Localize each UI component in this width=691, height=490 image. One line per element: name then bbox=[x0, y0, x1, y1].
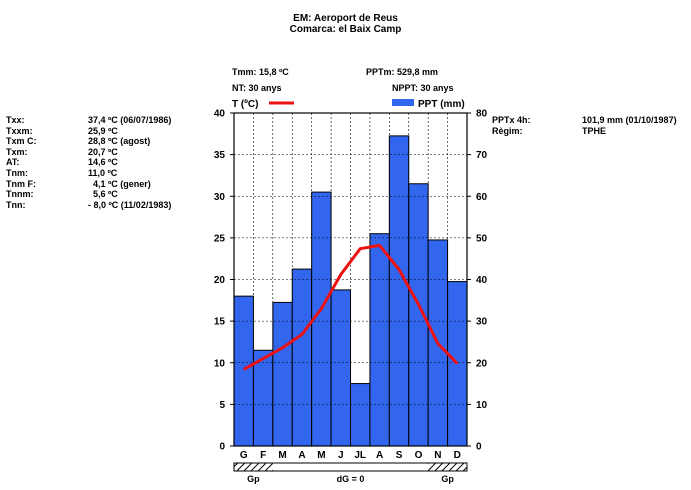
month-label: A bbox=[298, 450, 305, 461]
pptm-label: PPTm: 529,8 mm bbox=[366, 67, 439, 77]
right-tick-label: 0 bbox=[476, 442, 482, 453]
month-label: N bbox=[434, 450, 441, 461]
temp-stat-label: Txm: bbox=[6, 146, 28, 157]
ppt-bar bbox=[330, 289, 352, 447]
month-label: G bbox=[240, 450, 248, 461]
temp-stat-label: Txm C: bbox=[6, 136, 37, 147]
month-label: M bbox=[278, 450, 286, 461]
temp-stat-row: AT: 14,6 ºC bbox=[6, 157, 171, 168]
ppt-stat-label: Règim: bbox=[492, 125, 523, 136]
frost-band-hatch bbox=[234, 463, 254, 471]
left-tick-label: 5 bbox=[219, 400, 225, 411]
frost-band-hatch bbox=[253, 463, 273, 471]
left-tick-label: 25 bbox=[214, 233, 226, 244]
temp-stat-row: Tnm F: 4,1 ºC (gener) bbox=[6, 179, 171, 190]
ppt-stat-value: TPHE bbox=[582, 125, 607, 136]
comarca-title: Comarca: el Baix Camp bbox=[289, 24, 402, 35]
temperature-stats: Txx: 37,4 ºC (06/07/1986) Txxm: 25,9 ºC Txm … bbox=[6, 115, 171, 210]
frost-left-label: Gp bbox=[247, 474, 260, 484]
station-title: EM: Aeroport de Reus bbox=[293, 13, 398, 24]
precipitation-stats: PPTx 4h: 101,9 mm (01/10/1987) Règim: TPHE bbox=[492, 115, 677, 136]
ppt-bar bbox=[369, 233, 390, 447]
month-label: D bbox=[454, 450, 461, 461]
temp-stat-row: Tnm: 11,0 ºC bbox=[6, 168, 171, 179]
right-tick-label: 80 bbox=[476, 109, 488, 120]
ppt-bar bbox=[388, 135, 410, 447]
left-axis-label: T (ºC) bbox=[232, 99, 258, 110]
month-label: A bbox=[376, 450, 383, 461]
frost-band-hatch bbox=[447, 463, 467, 471]
temp-stat-label: Tnm: bbox=[6, 167, 28, 178]
left-tick-label: 20 bbox=[214, 275, 226, 286]
temp-stat-value: 20,7 ºC bbox=[88, 146, 118, 157]
temp-stat-value: 4,1 ºC (gener) bbox=[88, 178, 151, 189]
temp-stat-label: AT: bbox=[6, 157, 20, 168]
ppt-stat-row: Règim: TPHE bbox=[492, 126, 677, 137]
temp-stat-row: Txx: 37,4 ºC (06/07/1986) bbox=[6, 115, 171, 126]
month-label: J bbox=[338, 450, 344, 461]
ppt-stat-value: 101,9 mm (01/10/1987) bbox=[582, 115, 677, 125]
ppt-stat-row: PPTx 4h: 101,9 mm (01/10/1987) bbox=[492, 115, 677, 126]
month-label: M bbox=[317, 450, 325, 461]
left-tick-label: 30 bbox=[214, 192, 226, 203]
right-tick-label: 50 bbox=[476, 233, 488, 244]
month-label: JL bbox=[354, 450, 366, 461]
frost-band-hatch bbox=[428, 463, 448, 471]
temp-stat-value: 14,6 ºC bbox=[88, 157, 118, 168]
temp-stat-label: Txx: bbox=[6, 115, 25, 125]
left-tick-label: 10 bbox=[214, 358, 226, 369]
temp-stat-label: Tnn: bbox=[6, 199, 26, 210]
ppt-bar bbox=[447, 281, 468, 447]
frost-center-label: dG = 0 bbox=[337, 474, 365, 484]
temp-stat-label: Tnm F: bbox=[6, 178, 36, 189]
right-tick-label: 40 bbox=[476, 275, 488, 286]
temp-stat-value: 5,6 ºC bbox=[88, 189, 118, 200]
month-label: F bbox=[260, 450, 266, 461]
temp-stat-row: Txm C: 28,8 ºC (agost) bbox=[6, 136, 171, 147]
temp-stat-row: Tnnm: 5,6 ºC bbox=[6, 189, 171, 200]
left-tick-label: 40 bbox=[214, 109, 226, 120]
right-axis-label: PPT (mm) bbox=[418, 99, 465, 110]
temp-stat-row: Txm: 20,7 ºC bbox=[6, 147, 171, 158]
temperature-line bbox=[242, 243, 459, 371]
right-tick-label: 10 bbox=[476, 400, 488, 411]
temp-stat-value: 25,9 ºC bbox=[88, 125, 118, 136]
ppt-bar bbox=[350, 383, 371, 447]
tmm-label: Tmm: 15,8 ºC bbox=[232, 67, 289, 77]
left-tick-label: 15 bbox=[214, 317, 226, 328]
temp-stat-row: Txxm: 25,9 ºC bbox=[6, 126, 171, 137]
ppt-bar bbox=[291, 268, 313, 447]
temp-stat-row: Tnn: - 8,0 ºC (11/02/1983) bbox=[6, 200, 171, 211]
temp-stat-value: - 8,0 ºC (11/02/1983) bbox=[88, 199, 172, 210]
temp-stat-value: 11,0 ºC bbox=[88, 167, 118, 178]
right-tick-label: 20 bbox=[476, 358, 488, 369]
ppt-bar bbox=[233, 295, 254, 447]
right-tick-label: 70 bbox=[476, 150, 488, 161]
frost-right-label: Gp bbox=[441, 474, 454, 484]
ppt-legend-swatch bbox=[392, 99, 414, 106]
month-label: S bbox=[396, 450, 403, 461]
ppt-stat-label: PPTx 4h: bbox=[492, 115, 531, 125]
temp-stat-label: Txxm: bbox=[6, 125, 33, 136]
left-tick-label: 0 bbox=[219, 442, 225, 453]
temp-stat-label: Tnnm: bbox=[6, 189, 34, 200]
month-label: O bbox=[415, 450, 423, 461]
nt-label: NT: 30 anys bbox=[232, 83, 282, 93]
temp-stat-value: 28,8 ºC (agost) bbox=[88, 136, 151, 147]
nppt-label: NPPT: 30 anys bbox=[392, 83, 454, 93]
ppt-bar bbox=[272, 301, 293, 447]
ppt-bar bbox=[252, 349, 274, 447]
left-tick-label: 35 bbox=[214, 150, 226, 161]
temp-stat-value: 37,4 ºC (06/07/1986) bbox=[88, 115, 172, 125]
right-tick-label: 30 bbox=[476, 317, 488, 328]
right-tick-label: 60 bbox=[476, 192, 488, 203]
